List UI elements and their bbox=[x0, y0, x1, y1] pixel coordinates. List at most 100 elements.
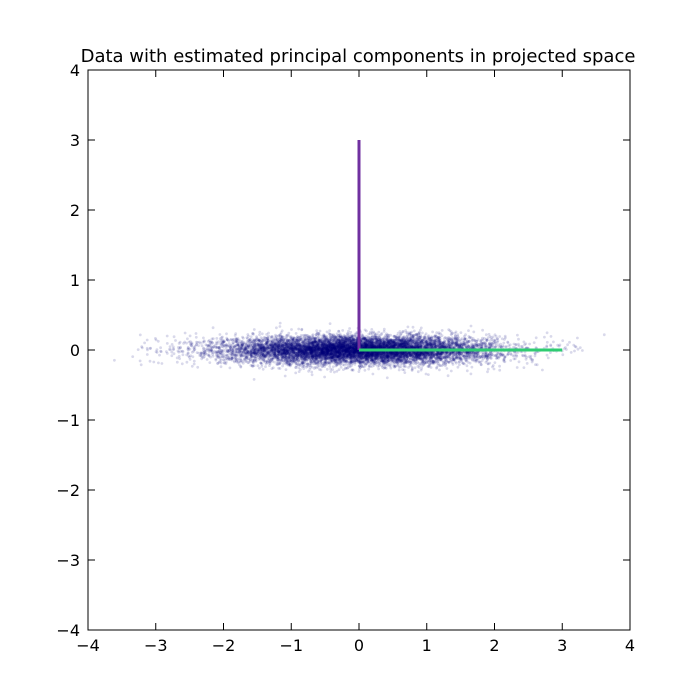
scatter-point bbox=[363, 345, 367, 348]
scatter-point bbox=[219, 365, 223, 369]
scatter-point bbox=[369, 353, 373, 356]
scatter-point bbox=[406, 360, 410, 364]
scatter-point bbox=[469, 372, 473, 376]
scatter-point bbox=[347, 329, 350, 333]
scatter-point bbox=[282, 346, 285, 350]
scatter-point bbox=[362, 346, 366, 349]
scatter-point bbox=[479, 355, 482, 358]
scatter-point bbox=[382, 327, 386, 331]
scatter-point bbox=[172, 352, 176, 356]
scatter-point bbox=[472, 346, 476, 350]
scatter-point bbox=[324, 357, 328, 361]
scatter-point bbox=[225, 332, 228, 336]
scatter-point bbox=[347, 349, 351, 353]
scatter-point bbox=[469, 324, 473, 328]
scatter-point bbox=[376, 353, 379, 357]
scatter-point bbox=[365, 353, 368, 357]
scatter-point bbox=[211, 346, 215, 350]
scatter-point bbox=[484, 360, 488, 364]
scatter-point bbox=[452, 358, 456, 362]
scatter-point bbox=[545, 353, 549, 357]
scatter-point bbox=[366, 358, 370, 361]
scatter-point bbox=[189, 354, 193, 358]
scatter-point bbox=[363, 368, 367, 372]
scatter-point bbox=[418, 353, 421, 357]
scatter-point bbox=[289, 359, 292, 363]
scatter-point bbox=[363, 336, 366, 340]
scatter-point bbox=[192, 359, 196, 363]
scatter-point bbox=[429, 338, 433, 342]
scatter-point bbox=[282, 351, 286, 355]
scatter-point bbox=[285, 351, 289, 355]
scatter-point bbox=[254, 358, 258, 362]
scatter-point bbox=[249, 335, 253, 339]
scatter-point bbox=[337, 354, 340, 358]
scatter-point bbox=[340, 349, 344, 353]
scatter-point bbox=[232, 345, 236, 349]
scatter-point bbox=[338, 351, 341, 355]
scatter-point bbox=[353, 354, 357, 357]
scatter-point bbox=[260, 353, 264, 357]
scatter-point bbox=[280, 352, 283, 356]
scatter-point bbox=[339, 349, 343, 352]
scatter-point bbox=[187, 348, 190, 352]
scatter-point bbox=[241, 361, 245, 365]
scatter-point bbox=[313, 362, 317, 365]
scatter-point bbox=[409, 360, 413, 364]
scatter-point bbox=[399, 355, 403, 359]
scatter-point bbox=[376, 360, 379, 364]
scatter-point bbox=[433, 341, 437, 345]
scatter-point bbox=[345, 350, 348, 354]
scatter-point bbox=[170, 343, 174, 346]
scatter-point bbox=[323, 354, 327, 358]
scatter-point bbox=[308, 347, 312, 351]
scatter-point bbox=[320, 338, 324, 342]
scatter-point bbox=[421, 351, 424, 355]
scatter-point bbox=[445, 367, 449, 370]
scatter-point bbox=[274, 350, 277, 354]
scatter-point bbox=[449, 369, 453, 373]
scatter-point bbox=[306, 354, 309, 358]
scatter-point bbox=[332, 352, 336, 356]
scatter-point bbox=[340, 341, 344, 345]
scatter-point bbox=[515, 366, 519, 369]
scatter-point bbox=[290, 347, 294, 351]
scatter-point bbox=[512, 346, 515, 349]
scatter-point bbox=[257, 346, 260, 350]
scatter-point bbox=[371, 372, 375, 376]
scatter-point bbox=[392, 353, 395, 357]
scatter-point bbox=[192, 362, 196, 366]
scatter-point bbox=[429, 350, 433, 354]
scatter-point bbox=[344, 351, 348, 354]
scatter-point bbox=[399, 363, 403, 366]
scatter-point bbox=[459, 331, 463, 334]
scatter-point bbox=[252, 378, 256, 381]
scatter-point bbox=[431, 330, 434, 334]
scatter-point bbox=[139, 363, 143, 367]
scatter-point bbox=[295, 344, 299, 347]
scatter-point bbox=[388, 342, 391, 345]
scatter-point bbox=[296, 349, 300, 353]
scatter-point bbox=[149, 346, 153, 350]
scatter-point bbox=[391, 358, 395, 361]
scatter-point bbox=[465, 369, 469, 373]
scatter-point bbox=[285, 360, 288, 364]
scatter-point bbox=[578, 346, 582, 349]
scatter-point bbox=[352, 338, 356, 341]
scatter-point bbox=[268, 364, 271, 367]
scatter-point bbox=[311, 357, 315, 360]
scatter-point bbox=[479, 363, 483, 366]
scatter-point bbox=[383, 366, 387, 369]
scatter-point bbox=[317, 343, 321, 346]
scatter-point bbox=[409, 354, 413, 357]
scatter-point bbox=[183, 340, 187, 344]
scatter-point bbox=[467, 340, 471, 343]
scatter-point bbox=[378, 360, 381, 364]
scatter-point bbox=[327, 356, 331, 360]
scatter-point bbox=[330, 356, 334, 360]
scatter-point bbox=[322, 343, 326, 346]
scatter-point bbox=[378, 338, 382, 342]
scatter-point bbox=[210, 340, 213, 344]
scatter-point bbox=[440, 345, 444, 348]
scatter-point bbox=[175, 360, 179, 364]
